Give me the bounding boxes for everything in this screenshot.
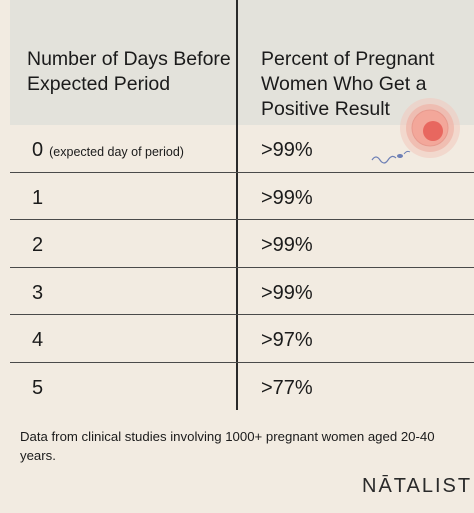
percent-cell: >99% xyxy=(261,139,313,161)
table-row: 2 >99% xyxy=(10,220,474,268)
header-percent: Percent of Pregnant Women Who Get a Posi… xyxy=(261,48,435,120)
days-cell: 4 xyxy=(32,329,44,351)
days-cell: 2 xyxy=(32,234,44,256)
table-row: 1 >99% xyxy=(10,173,474,220)
column-divider xyxy=(236,0,238,410)
days-value: 0 xyxy=(32,139,44,161)
egg-sperm-icon xyxy=(371,98,460,164)
brand-logo: NĀTALIST xyxy=(362,475,473,497)
table-row: 4 >97% xyxy=(10,315,474,363)
table-row: 3 >99% xyxy=(10,268,474,315)
days-cell: 5 xyxy=(32,376,44,399)
percent-cell: >99% xyxy=(261,281,313,304)
days-cell: 3 xyxy=(32,281,44,304)
table-header-band xyxy=(10,0,474,125)
days-note: (expected day of period) xyxy=(49,145,184,159)
days-cell: 1 xyxy=(32,186,44,209)
percent-cell: >99% xyxy=(261,234,313,256)
table-row: 0 (expected day of period) >99% xyxy=(10,125,474,173)
table-body: 0 (expected day of period) >99% 1 >99% 2 … xyxy=(10,125,474,410)
percent-cell: >97% xyxy=(261,329,313,351)
percent-cell: >99% xyxy=(261,186,313,209)
days-cell: 0 (expected day of period) xyxy=(32,139,184,163)
table-row: 5 >77% xyxy=(10,363,474,411)
percent-cell: >77% xyxy=(261,376,313,399)
footnote: Data from clinical studies involving 100… xyxy=(20,429,435,463)
header-days: Number of Days Before Expected Period xyxy=(27,48,231,95)
